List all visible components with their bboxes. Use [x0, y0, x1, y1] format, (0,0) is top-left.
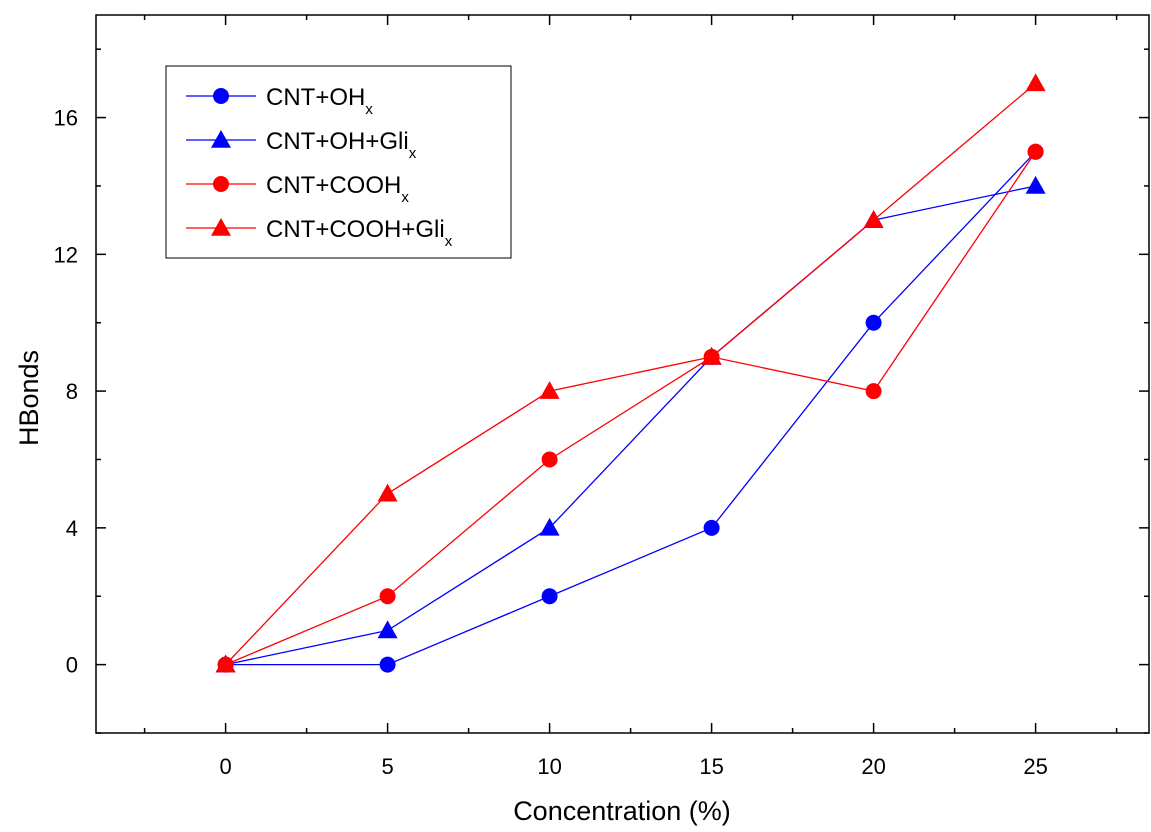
series-line	[225, 82, 1037, 666]
y-tick-label: 0	[66, 653, 78, 678]
legend-label: CNT+COOH+Glix	[266, 216, 453, 250]
series-layer	[215, 73, 1046, 673]
data-point	[1025, 73, 1046, 92]
legend-marker	[211, 130, 231, 148]
legend-item: CNT+COOHx	[186, 172, 409, 206]
y-tick-label: 16	[54, 106, 78, 131]
series-line	[225, 185, 1036, 666]
y-axis-title: HBonds	[14, 350, 44, 446]
x-tick-label: 10	[537, 754, 561, 779]
y-tick-label: 8	[66, 379, 78, 404]
series-line	[225, 151, 1037, 666]
data-point	[541, 451, 558, 468]
x-tick-label: 25	[1023, 754, 1047, 779]
legend: CNT+OHx CNT+OH+Glix CNT+COOHx CNT+COOH+Glix	[165, 65, 512, 259]
legend-marker	[213, 176, 229, 192]
legend-label: CNT+OH+Glix	[266, 128, 417, 162]
x-axis-title: Concentration (%)	[513, 796, 731, 826]
legend-item: CNT+OH+Glix	[186, 128, 417, 162]
data-point	[215, 654, 236, 673]
data-point	[377, 620, 398, 639]
series-4	[215, 73, 1046, 673]
x-tick-label: 0	[219, 754, 231, 779]
legend-item: CNT+OHx	[186, 84, 373, 118]
y-tick-label: 4	[66, 516, 78, 541]
legend-item: CNT+COOH+Glix	[186, 216, 453, 250]
data-point	[379, 588, 396, 605]
plot-frame	[95, 14, 1150, 734]
data-point	[863, 210, 884, 228]
data-point	[379, 656, 396, 673]
legend-label: CNT+COOHx	[266, 172, 409, 206]
x-tick-label: 5	[381, 754, 393, 779]
tick-labels: 0 5 10 15 20 25 0 4 8 12 16	[54, 106, 1048, 779]
series-line	[225, 151, 1037, 666]
data-point	[377, 483, 398, 502]
data-point	[541, 588, 558, 605]
data-point	[1027, 143, 1044, 160]
data-point	[1025, 175, 1046, 194]
y-tick-label: 12	[54, 242, 78, 267]
axis-ticks	[96, 15, 1149, 734]
legend-marker	[211, 218, 231, 236]
data-point	[703, 519, 720, 536]
data-point	[539, 517, 560, 536]
x-tick-label: 15	[699, 754, 723, 779]
x-tick-label: 20	[861, 754, 885, 779]
legend-label: CNT+OHx	[266, 84, 373, 118]
data-point	[865, 383, 882, 400]
data-point	[865, 314, 882, 331]
data-point	[539, 381, 560, 399]
data-point	[701, 346, 722, 365]
legend-marker	[213, 88, 229, 104]
